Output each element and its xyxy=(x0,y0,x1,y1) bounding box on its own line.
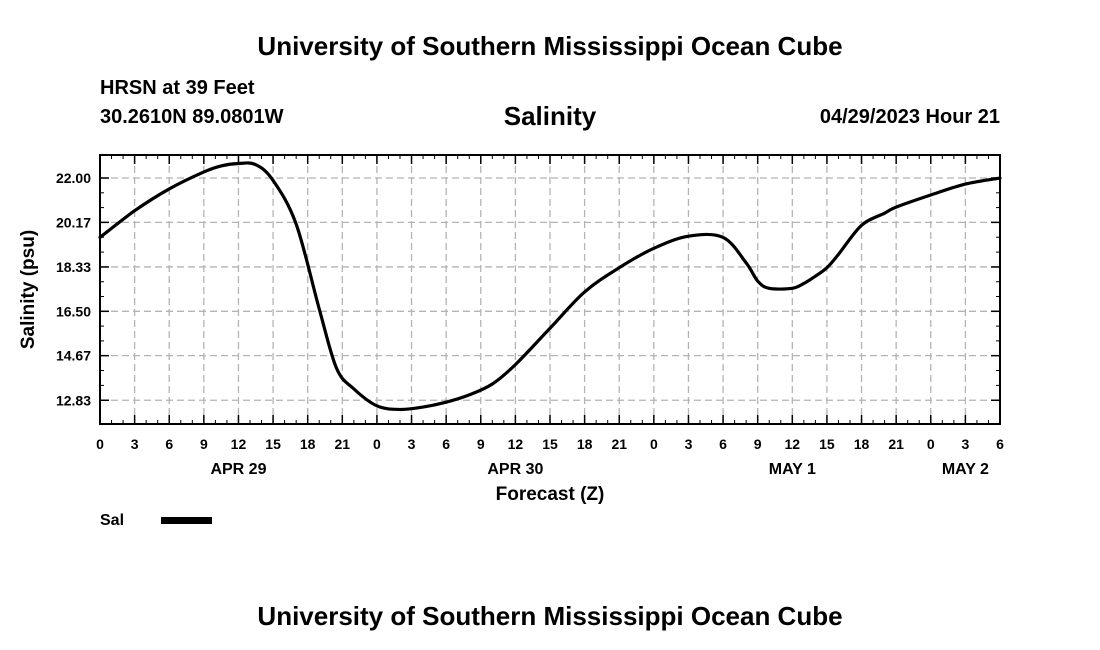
y-axis-title: Salinity (psu) xyxy=(18,230,39,349)
x-tick-label: 18 xyxy=(577,436,593,452)
forecast-run-time: 04/29/2023 Hour 21 xyxy=(819,106,1000,128)
x-tick-label: 9 xyxy=(200,436,208,452)
x-tick-label: 6 xyxy=(996,436,1004,452)
x-tick-label: 15 xyxy=(819,436,835,452)
x-tick-label: 3 xyxy=(131,436,139,452)
x-tick-label: 12 xyxy=(231,436,247,452)
legend-label: Sal xyxy=(100,512,124,529)
x-tick-label: 0 xyxy=(373,436,381,452)
legend-swatch xyxy=(161,517,212,524)
x-tick-label: 15 xyxy=(542,436,558,452)
y-tick-label: 14.67 xyxy=(56,348,91,364)
date-label: APR 30 xyxy=(487,461,543,478)
plot-frame xyxy=(99,154,1001,425)
x-tick-label: 0 xyxy=(927,436,935,452)
salinity-series-line xyxy=(98,161,1002,412)
x-tick-label: 3 xyxy=(685,436,693,452)
y-tick-label: 12.83 xyxy=(56,392,91,408)
x-tick-label: 21 xyxy=(888,436,904,452)
x-tick-label: 0 xyxy=(96,436,104,452)
x-axis-title: Forecast (Z) xyxy=(496,484,605,505)
page-title: University of Southern Mississippi Ocean… xyxy=(257,31,843,61)
x-tick-label: 9 xyxy=(477,436,485,452)
x-tick-label: 15 xyxy=(265,436,281,452)
x-tick-label: 12 xyxy=(508,436,524,452)
x-tick-label: 6 xyxy=(719,436,727,452)
x-tick-label: 3 xyxy=(961,436,969,452)
y-tick-label: 20.17 xyxy=(56,214,91,230)
x-tick-label: 21 xyxy=(335,436,351,452)
x-tick-label: 21 xyxy=(611,436,627,452)
x-tick-label: 6 xyxy=(165,436,173,452)
chart-title: Salinity xyxy=(503,101,597,131)
x-tick-label: 9 xyxy=(754,436,762,452)
x-tick-label: 0 xyxy=(650,436,658,452)
y-tick-label: 18.33 xyxy=(56,259,91,275)
x-tick-label: 12 xyxy=(785,436,801,452)
grid-lines xyxy=(100,155,1000,424)
y-tick-label: 22.00 xyxy=(56,170,91,186)
station-label: HRSN at 39 Feet xyxy=(100,77,255,99)
legend: Sal xyxy=(100,512,212,529)
footer-title: University of Southern Mississippi Ocean… xyxy=(257,601,843,631)
axis-labels: 0 3 6 9 12 15 18 21 0 3 6 9 12 15 18 21 0 3 6 9 12 15 18 21 0 3 6 1… xyxy=(56,170,1004,478)
station-coordinates: 30.2610N 89.0801W xyxy=(100,106,284,128)
x-tick-label: 3 xyxy=(408,436,416,452)
date-label: MAY 2 xyxy=(942,461,989,478)
y-tick-label: 16.50 xyxy=(56,303,91,319)
x-tick-label: 18 xyxy=(854,436,870,452)
date-label: APR 29 xyxy=(210,461,266,478)
x-tick-label: 6 xyxy=(442,436,450,452)
x-tick-label: 18 xyxy=(300,436,316,452)
date-label: MAY 1 xyxy=(769,461,816,478)
